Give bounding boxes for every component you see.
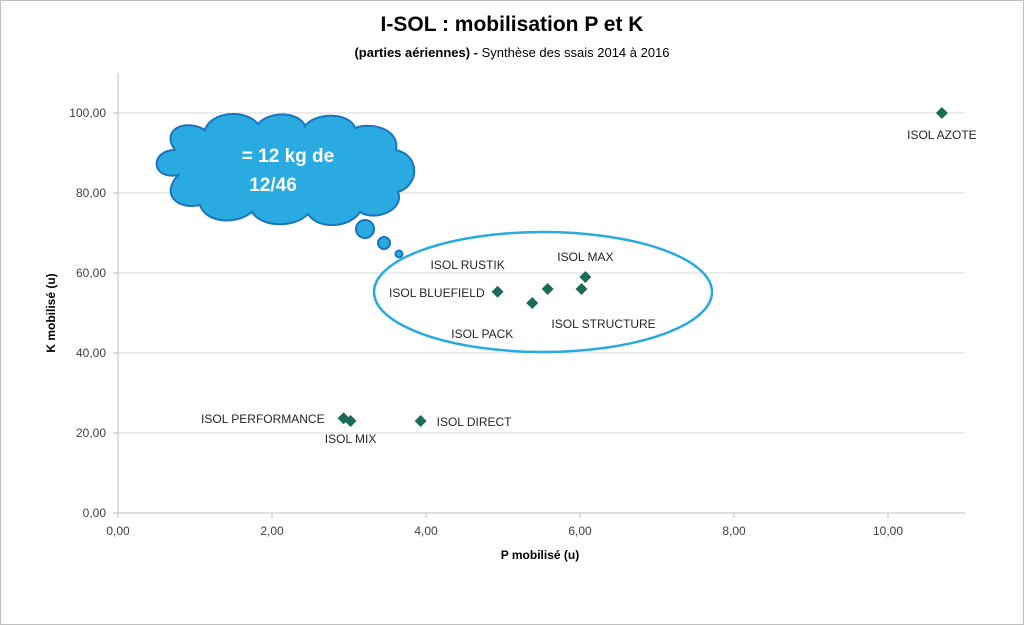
chart-subtitle-rest: Synthèse des ssais 2014 à 2016 bbox=[478, 45, 670, 60]
cloud-shape bbox=[155, 112, 416, 227]
y-tick-label: 100,00 bbox=[69, 106, 106, 120]
highlight-ellipse bbox=[372, 230, 714, 354]
y-tick-label: 80,00 bbox=[76, 186, 106, 200]
x-tick-label: 6,00 bbox=[568, 524, 592, 538]
cloud-bubble-large bbox=[355, 219, 375, 239]
data-point-marker bbox=[491, 285, 504, 298]
cloud-text-line-2: 12/46 bbox=[249, 175, 297, 196]
chart-subtitle-bold: (parties aériennes) - bbox=[354, 45, 478, 60]
annotations: = 12 kg de 12/46 bbox=[155, 112, 714, 354]
point-labels: ISOL AZOTE ISOL MAX ISOL RUSTIK ISOL BLUEFI… bbox=[201, 128, 977, 446]
x-tick-label: 4,00 bbox=[414, 524, 438, 538]
y-tick-label: 20,00 bbox=[76, 426, 106, 440]
y-axis-title: K mobilisé (u) bbox=[44, 273, 58, 352]
axes bbox=[113, 73, 965, 518]
data-point-marker bbox=[526, 297, 539, 309]
x-tick-label: 10,00 bbox=[873, 524, 903, 538]
data-point-label: ISOL RUSTIK bbox=[431, 258, 505, 272]
data-point-label: ISOL PERFORMANCE bbox=[201, 412, 325, 426]
y-tick-label: 60,00 bbox=[76, 266, 106, 280]
cloud-bubble-medium bbox=[377, 236, 391, 250]
data-point-marker bbox=[541, 283, 554, 295]
data-point-marker bbox=[414, 415, 427, 427]
data-point-label: ISOL BLUEFIELD bbox=[389, 286, 485, 300]
x-axis-title: P mobilisé (u) bbox=[501, 548, 579, 562]
data-point-marker bbox=[935, 107, 948, 119]
data-points bbox=[337, 107, 948, 427]
x-tick-label: 2,00 bbox=[260, 524, 284, 538]
data-point-label: ISOL STRUCTURE bbox=[551, 317, 655, 331]
y-tick-label: 0,00 bbox=[83, 506, 107, 520]
chart-title: I-SOL : mobilisation P et K bbox=[380, 13, 644, 36]
y-tick-label: 40,00 bbox=[76, 346, 106, 360]
data-point-marker bbox=[579, 271, 592, 283]
data-point-label: ISOL PACK bbox=[451, 327, 513, 341]
chart-subtitle: (parties aériennes) - Synthèse des ssais… bbox=[0, 45, 1024, 60]
data-point-label: ISOL MAX bbox=[557, 250, 613, 264]
cloud-bubble-small bbox=[394, 249, 404, 259]
data-point-label: ISOL MIX bbox=[325, 432, 377, 446]
cloud-text-line-1: = 12 kg de bbox=[242, 146, 334, 167]
x-tick-label: 8,00 bbox=[722, 524, 746, 538]
x-tick-label: 0,00 bbox=[106, 524, 130, 538]
tick-labels: 0,00 2,00 4,00 6,00 8,00 10,00 0,00 20,00 40,00 6… bbox=[69, 106, 903, 538]
data-point-marker bbox=[344, 415, 357, 427]
thought-cloud bbox=[155, 112, 416, 259]
data-point-marker bbox=[575, 283, 588, 295]
data-point-label: ISOL AZOTE bbox=[907, 128, 977, 142]
data-point-label: ISOL DIRECT bbox=[437, 415, 513, 429]
